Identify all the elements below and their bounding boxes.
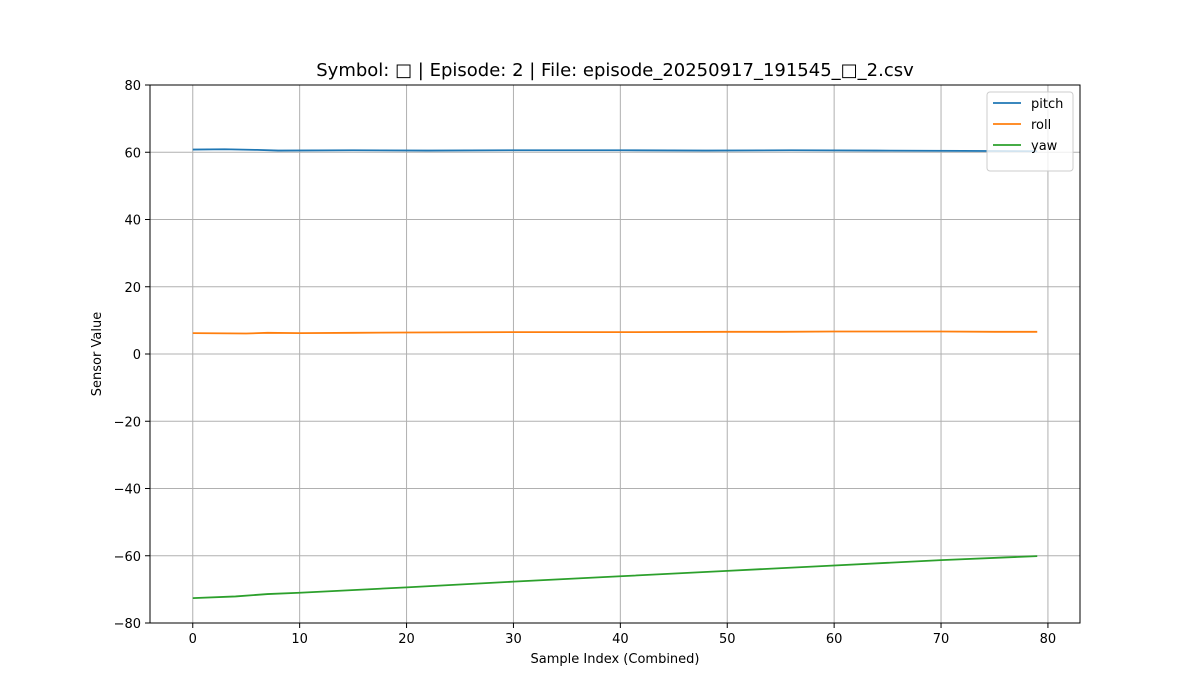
- chart-title: Symbol: □ | Episode: 2 | File: episode_2…: [316, 60, 914, 81]
- y-tick-label: −20: [114, 415, 141, 430]
- x-tick-label: 60: [826, 632, 843, 647]
- legend-label-yaw: yaw: [1031, 139, 1058, 154]
- y-tick-label: −60: [114, 550, 141, 565]
- x-tick-label: 30: [505, 632, 522, 647]
- x-tick-label: 50: [719, 632, 736, 647]
- grid: [150, 84, 1080, 624]
- x-tick-label: 70: [933, 632, 950, 647]
- series-line-pitch: [192, 148, 1038, 153]
- y-tick-label: 20: [124, 281, 141, 296]
- legend-label-roll: roll: [1031, 118, 1051, 133]
- x-axis-label: Sample Index (Combined): [531, 652, 700, 667]
- y-axis-ticks: −80 −60 −40 −20 0 20 40 60 80: [114, 79, 150, 632]
- x-tick-label: 40: [612, 632, 629, 647]
- series-line-roll: [192, 330, 1038, 335]
- y-axis-label: Sensor Value: [90, 312, 105, 396]
- x-tick-label: 0: [189, 632, 197, 647]
- y-tick-label: 60: [124, 146, 141, 161]
- y-tick-label: −40: [114, 483, 141, 498]
- y-tick-label: −80: [114, 617, 141, 632]
- y-tick-label: 0: [133, 348, 141, 363]
- x-tick-label: 20: [398, 632, 415, 647]
- legend-box: [986, 91, 1074, 172]
- legend-label-pitch: pitch: [1031, 97, 1063, 112]
- legend: pitch roll yaw: [986, 91, 1074, 172]
- x-axis-ticks: 0 10 20 30 40 50 60 70 80: [189, 623, 1057, 647]
- series-line-yaw: [192, 555, 1038, 600]
- x-tick-label: 10: [291, 632, 308, 647]
- x-tick-label: 80: [1040, 632, 1057, 647]
- y-tick-label: 40: [124, 214, 141, 229]
- y-tick-label: 80: [124, 79, 141, 94]
- series-lines: [192, 148, 1038, 600]
